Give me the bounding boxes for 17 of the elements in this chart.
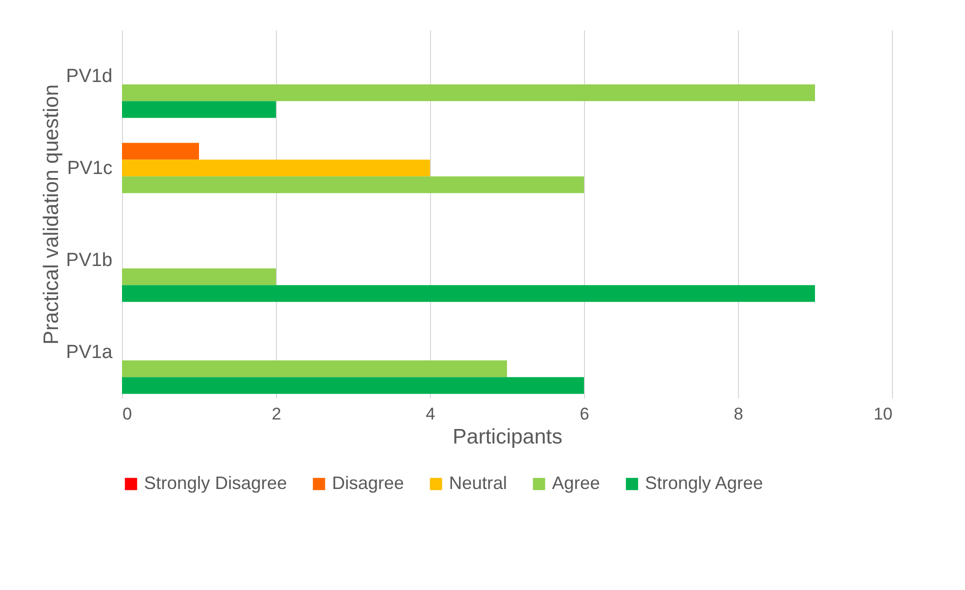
- legend-label: Disagree: [332, 473, 404, 493]
- legend-label: Neutral: [449, 473, 508, 493]
- legend-label: Strongly Disagree: [144, 473, 288, 493]
- y-tick-label: PV1b: [66, 250, 112, 271]
- y-tick-label: PV1d: [66, 66, 112, 87]
- legend-label: Strongly Agree: [645, 473, 764, 493]
- y-tick-label: PV1c: [67, 158, 112, 179]
- y-axis-title: Practical validation question: [40, 84, 64, 345]
- x-tick-label: 0: [122, 404, 132, 424]
- x-tick-label: 8: [734, 404, 744, 424]
- x-tick-label: 6: [580, 404, 590, 424]
- y-tick-label: PV1a: [66, 342, 113, 363]
- x-axis-title: Participants: [452, 426, 562, 448]
- legend-label: Agree: [552, 473, 600, 493]
- x-tick-label: 2: [272, 404, 282, 424]
- x-tick-label: 10: [874, 404, 892, 424]
- x-tick-label: 4: [426, 404, 436, 424]
